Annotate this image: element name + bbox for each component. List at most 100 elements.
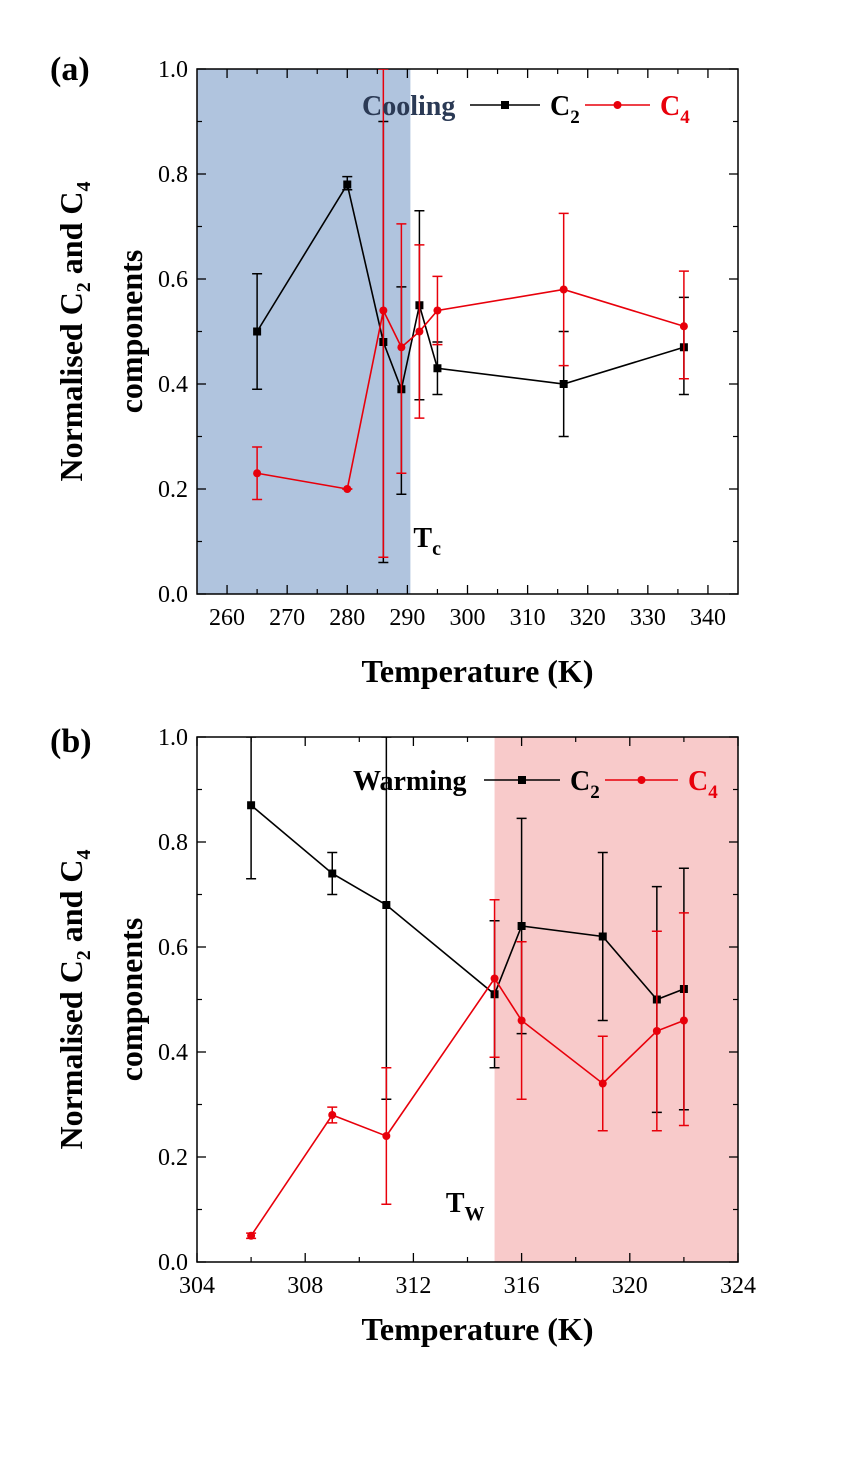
x-tick-label: 320: [570, 605, 606, 631]
y-tick-label: 0.0: [158, 1250, 188, 1276]
data-point-C4: [247, 1231, 256, 1240]
y-title-sub: 2: [73, 950, 95, 960]
y-axis-title-line2: components: [113, 250, 149, 414]
legend-label-C4: C4: [660, 91, 690, 128]
plot-area: [246, 737, 689, 1240]
legend-label-text: C: [688, 766, 708, 797]
y-tick-label: 1.0: [158, 725, 188, 751]
data-point-C2: [433, 364, 442, 373]
y-tick-label: 0.4: [158, 372, 188, 398]
y-tick-label: 0.4: [158, 1040, 188, 1066]
legend-marker-C2: [518, 776, 526, 784]
panel-label: (a): [50, 51, 90, 88]
legend-marker-C2: [501, 101, 509, 109]
y-tick-label: 0.2: [158, 1145, 188, 1171]
y-tick-label: 0.2: [158, 477, 188, 503]
x-tick-label: 280: [329, 605, 365, 631]
data-point-C2: [559, 380, 568, 388]
data-point-C4: [679, 1016, 688, 1025]
y-tick-label: 0.6: [158, 267, 188, 293]
legend-label-C2: C2: [550, 91, 580, 128]
data-point-C4: [397, 343, 406, 352]
legend-label-C2: C2: [570, 766, 600, 803]
x-tick-label: 300: [450, 605, 486, 631]
series-line-C4: [250, 977, 685, 1237]
legend-label-text: C: [550, 91, 570, 122]
x-tick-label: 340: [690, 605, 726, 631]
y-axis-title-line2: components: [113, 918, 149, 1082]
y-tick-label: 0.6: [158, 935, 188, 961]
data-point-C4: [253, 469, 262, 478]
x-tick-label: 312: [395, 1273, 431, 1299]
x-tick-label: 304: [179, 1273, 215, 1299]
series-line-C2: [250, 804, 685, 1001]
y-title-sub: 2: [73, 282, 95, 292]
y-tick-label: 0.0: [158, 582, 188, 608]
data-point-C4: [490, 974, 499, 983]
legend-label-sub: 2: [570, 107, 580, 128]
shaded-region: [494, 737, 738, 1262]
x-axis-title: Temperature (K): [362, 1311, 594, 1347]
x-tick-label: 310: [510, 605, 546, 631]
data-point-C4: [679, 322, 688, 331]
data-point-C4: [559, 285, 568, 294]
y-tick-label: 0.8: [158, 162, 188, 188]
data-point-C4: [433, 306, 442, 315]
transition-annotation: TW: [446, 1188, 485, 1225]
data-point-C4: [328, 1111, 337, 1119]
y-tick-label: 0.8: [158, 830, 188, 856]
y-title-sub: 4: [73, 181, 95, 191]
data-point-C2: [253, 327, 262, 336]
series-C4: [252, 69, 689, 558]
data-point-C2: [517, 922, 526, 930]
legend-label-sub: 4: [708, 782, 718, 803]
x-tick-label: 330: [630, 605, 666, 631]
legend: Warming C2 C4: [353, 766, 718, 803]
y-axis-title-line1: Normalised C2 and C4: [53, 849, 95, 1149]
legend: Cooling C2 C4: [362, 91, 690, 128]
series-C4: [246, 899, 689, 1240]
data-point-C2: [247, 801, 256, 810]
shaded-region: [197, 69, 411, 594]
y-axis-title-line1: Normalised C2 and C4: [53, 181, 95, 481]
legend-label-text: C: [660, 91, 680, 122]
panel-label: (b): [50, 723, 92, 760]
y-title-sub: 4: [73, 849, 95, 859]
data-point-C4: [517, 1016, 526, 1025]
panel-b: 304 308 312 316 320 324 0.0 0.2 0.4 0.6 0.8 1.0 (b) T…: [50, 723, 756, 1347]
series-line-C2: [256, 182, 685, 393]
y-title-text: Normalised C: [53, 960, 89, 1149]
x-tick-label: 270: [269, 605, 305, 631]
annotation-text: T: [446, 1188, 465, 1219]
x-tick-label: 308: [287, 1273, 323, 1299]
y-tick-label: 1.0: [158, 57, 188, 83]
data-point-C2: [328, 869, 337, 878]
x-tick-label: 316: [504, 1273, 540, 1299]
data-point-C4: [379, 306, 388, 315]
panel-a: 260 270 280 290 300 310 320 330 340 0.0 0.2 0.4 0.6 0…: [50, 51, 739, 689]
annotation-sub: c: [432, 538, 441, 560]
x-tick-label: 290: [389, 605, 425, 631]
data-point-C2: [382, 901, 391, 909]
data-point-C4: [343, 485, 352, 493]
legend-title: Warming: [353, 766, 467, 797]
data-point-C4: [415, 327, 424, 336]
y-title-text: Normalised C: [53, 292, 89, 481]
legend-label-sub: 4: [680, 107, 690, 128]
x-axis-title: Temperature (K): [362, 653, 594, 689]
transition-annotation: Tc: [413, 523, 441, 560]
legend-title: Cooling: [362, 91, 455, 122]
legend-label-sub: 2: [590, 782, 600, 803]
data-point-C4: [382, 1132, 391, 1140]
y-title-text: and C: [53, 859, 89, 950]
data-point-C4: [652, 1027, 661, 1035]
series-line-C4: [256, 288, 685, 490]
plot-area: [252, 69, 689, 564]
legend-label-text: C: [570, 766, 590, 797]
data-point-C2: [598, 932, 607, 941]
legend-marker-C4: [637, 776, 646, 784]
y-title-text: and C: [53, 191, 89, 282]
annotation-text: T: [413, 523, 432, 554]
legend-marker-C4: [613, 101, 622, 109]
